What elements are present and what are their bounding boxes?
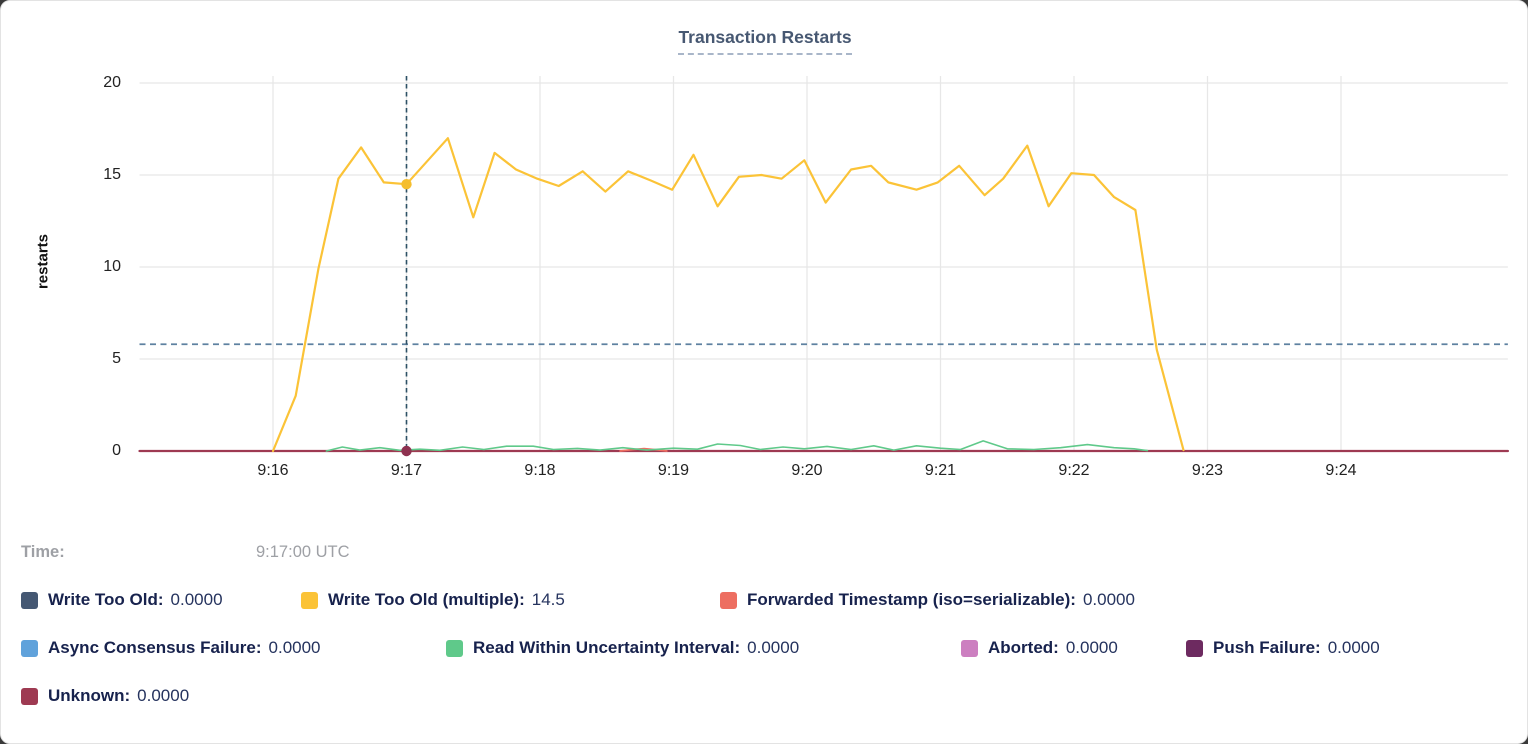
legend-label-unknown: Unknown:	[48, 686, 131, 705]
legend-row: Unknown: 0.0000	[21, 683, 1511, 709]
legend-swatch-aborted	[961, 639, 978, 657]
legend-value-aborted: 0.0000	[1065, 638, 1118, 657]
legend-value-unknown: 0.0000	[137, 686, 190, 705]
legend-item-forwarded-timestamp: Forwarded Timestamp (iso=serializable): 0…	[720, 590, 1135, 610]
y-tick-label: 10	[103, 258, 121, 275]
time-row: Time: 9:17:00 UTC	[21, 539, 1511, 565]
y-tick-label: 0	[112, 442, 121, 459]
legend-label-write-too-old: Write Too Old:	[48, 590, 164, 609]
series-line-write-too-old-multiple	[271, 137, 1185, 453]
transaction-restarts-chart[interactable]: Transaction Restarts restarts 0 5 10 15 20 9…	[1, 1, 1528, 526]
hover-dot-write-too-old-multiple	[401, 179, 412, 190]
legend-swatch-write-too-old-multiple	[301, 591, 318, 609]
x-tick-label: 9:20	[791, 462, 823, 479]
legend-label-write-too-old-multiple: Write Too Old (multiple):	[328, 590, 525, 609]
x-tick-label: 9:17	[390, 462, 423, 479]
hover-legend: Time: 9:17:00 UTC Write Too Old: 0.0000 Wr…	[21, 539, 1511, 731]
time-row-value: 9:17:00 UTC	[256, 542, 350, 561]
chart-plot-area[interactable]	[1, 1, 1528, 501]
y-tick-label: 15	[103, 166, 121, 183]
legend-value-async-consensus-failure: 0.0000	[268, 638, 321, 657]
series-line-read-within-uncertainty-interval	[325, 440, 1149, 452]
legend-item-write-too-old: Write Too Old: 0.0000	[21, 590, 301, 610]
x-tick-label: 9:16	[257, 462, 289, 479]
x-tick-label: 9:19	[657, 462, 690, 479]
legend-value-push-failure: 0.0000	[1327, 638, 1380, 657]
chart-title-wrap: Transaction Restarts	[1, 27, 1528, 55]
hover-dot-unknown	[401, 445, 412, 457]
legend-swatch-write-too-old	[21, 591, 38, 609]
legend-item-write-too-old-multiple: Write Too Old (multiple): 14.5	[301, 590, 720, 610]
legend-swatch-forwarded-timestamp	[720, 591, 737, 609]
x-tick-label: 9:21	[924, 462, 957, 479]
legend-swatch-read-within-uncertainty-interval	[446, 639, 463, 657]
legend-label-async-consensus-failure: Async Consensus Failure:	[48, 638, 262, 657]
legend-item-read-within-uncertainty-interval: Read Within Uncertainty Interval: 0.0000	[446, 638, 961, 658]
legend-value-write-too-old-multiple: 14.5	[531, 590, 565, 609]
legend-row: Write Too Old: 0.0000 Write Too Old (multi…	[21, 587, 1511, 613]
y-axis-label: restarts	[34, 233, 52, 290]
y-tick-label: 5	[112, 350, 121, 367]
legend-swatch-push-failure	[1186, 639, 1203, 657]
series-line-forwarded-timestamp-iso-serializable	[619, 447, 668, 452]
legend-value-read-within-uncertainty-interval: 0.0000	[747, 638, 800, 657]
x-tick-label: 9:24	[1325, 462, 1357, 479]
legend-value-write-too-old: 0.0000	[170, 590, 223, 609]
legend-item-unknown: Unknown: 0.0000	[21, 686, 189, 706]
chart-title[interactable]: Transaction Restarts	[678, 27, 852, 55]
x-tick-label: 9:22	[1058, 462, 1090, 479]
time-row-label: Time:	[21, 542, 65, 561]
legend-row: Async Consensus Failure: 0.0000 Read Withi…	[21, 635, 1511, 661]
legend-label-read-within-uncertainty-interval: Read Within Uncertainty Interval:	[473, 638, 741, 657]
legend-swatch-unknown	[21, 687, 38, 705]
legend-item-push-failure: Push Failure: 0.0000	[1186, 638, 1380, 658]
legend-label-forwarded-timestamp: Forwarded Timestamp (iso=serializable):	[747, 590, 1076, 609]
legend-item-async-consensus-failure: Async Consensus Failure: 0.0000	[21, 638, 446, 658]
legend-label-push-failure: Push Failure:	[1213, 638, 1321, 657]
legend-item-aborted: Aborted: 0.0000	[961, 638, 1186, 658]
x-tick-label: 9:18	[524, 462, 556, 479]
legend-value-forwarded-timestamp: 0.0000	[1082, 590, 1135, 609]
legend-swatch-async-consensus-failure	[21, 639, 38, 657]
legend-label-aborted: Aborted:	[988, 638, 1059, 657]
x-tick-label: 9:23	[1191, 462, 1224, 479]
y-tick-label: 20	[103, 74, 121, 91]
